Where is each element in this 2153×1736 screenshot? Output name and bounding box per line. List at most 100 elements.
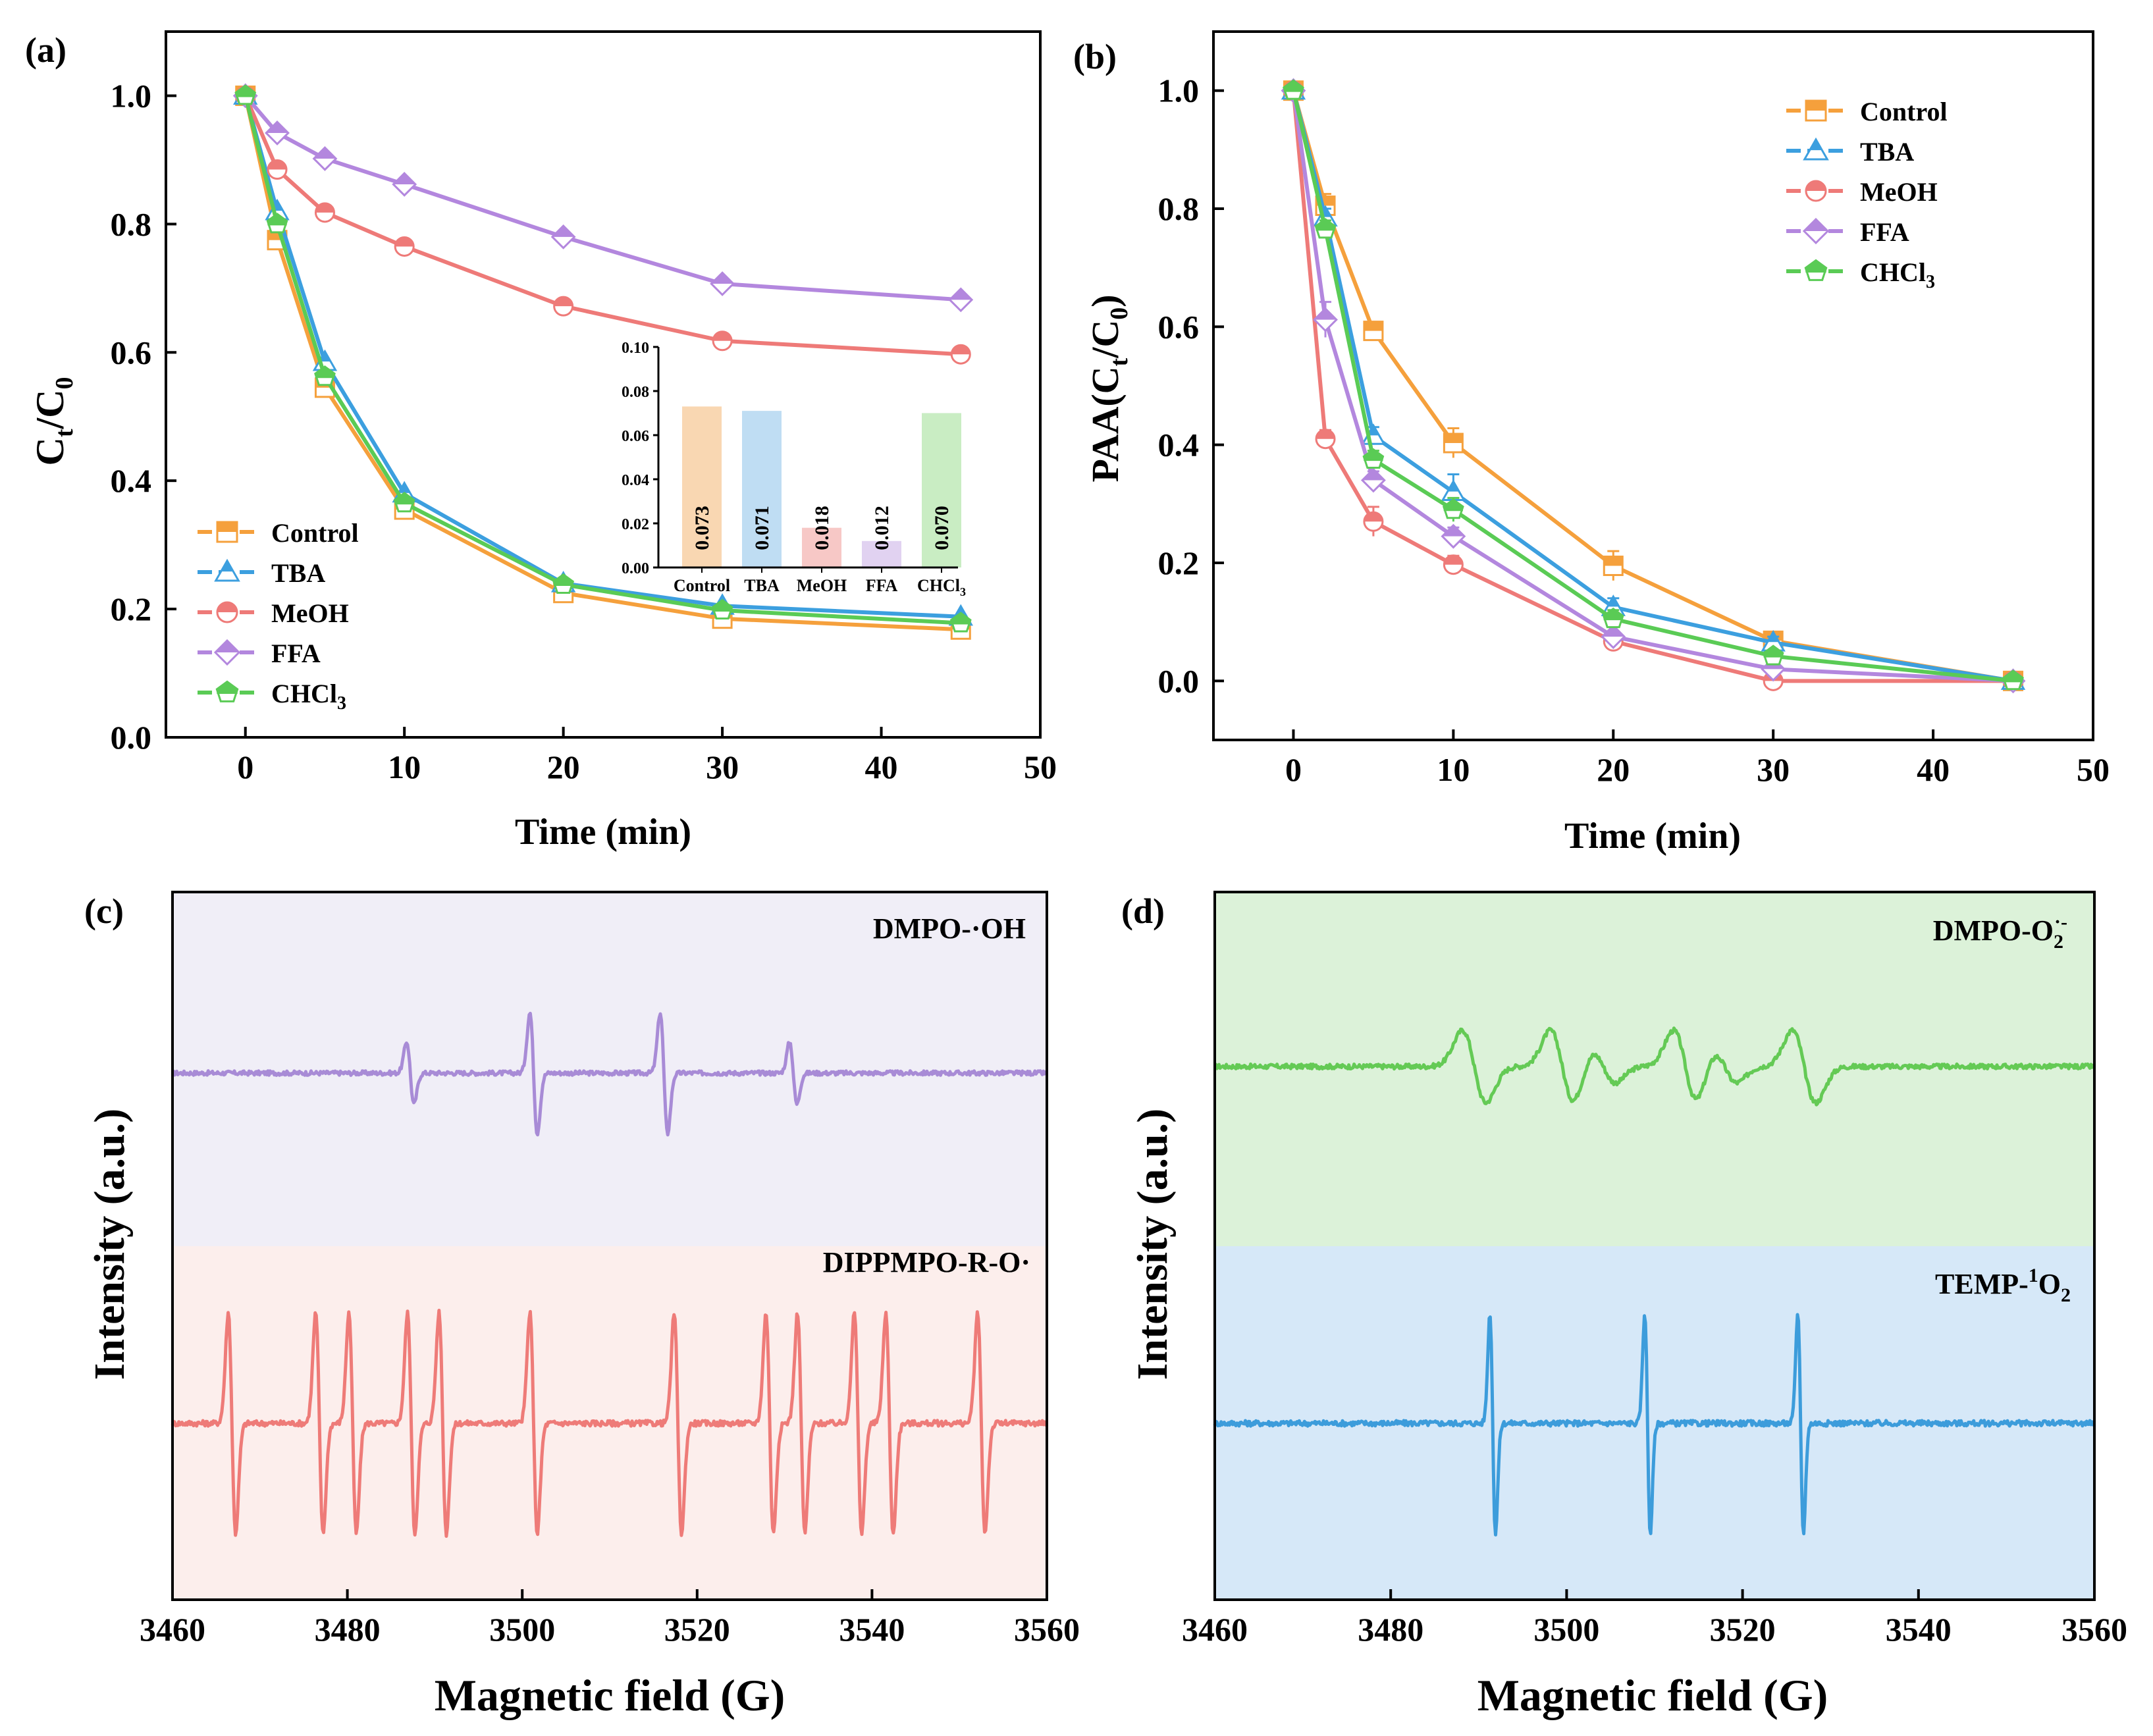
y-tick-label: 0.2	[111, 591, 152, 627]
plot-area-b	[1281, 78, 2026, 694]
y-tick-label: 1.0	[111, 77, 152, 114]
inset-value-label-CHCl3: 0.070	[931, 506, 953, 550]
data-point-MeOH-5	[1363, 511, 1384, 532]
x-tick-label: 3460	[1182, 1611, 1248, 1648]
panel-label-b: (b)	[1073, 37, 1117, 76]
inset-category-label-CHCl3: CHCl3	[917, 576, 966, 598]
data-point-MeOH-5	[314, 202, 335, 223]
y-ticks-a: 0.0 0.2 0.4 0.6 0.8 1.0	[111, 77, 176, 756]
x-tick-label: 3480	[315, 1611, 381, 1648]
axes-frame-d	[1213, 891, 2096, 1601]
x-tick-label: 3560	[2061, 1611, 2127, 1648]
data-point-CHCl3-2	[266, 213, 288, 234]
data-point-CHCl3-10	[1442, 498, 1464, 519]
legend-marker-CHCl3	[215, 680, 239, 702]
x-tick-label: 0	[237, 749, 253, 785]
y-tick-label: 0.2	[1158, 544, 1200, 581]
legend-marker-Control	[216, 521, 238, 543]
legend-b: Control TBA MeOH FFA CHCl3	[1786, 97, 1948, 292]
inset-bar-CHCl3	[922, 413, 961, 567]
inset-bar-FFA	[862, 540, 901, 567]
x-tick-label: 30	[1757, 751, 1790, 788]
legend-label-CHCl3: CHCl3	[1860, 257, 1935, 292]
x-tick-label: 3480	[1358, 1611, 1423, 1648]
data-point-CHCl3-45	[2002, 670, 2024, 691]
legend-marker-MeOH	[1805, 180, 1827, 202]
series-label-temp-o2: TEMP-1O2	[1935, 1265, 2071, 1306]
data-point-FFA-5	[1360, 467, 1386, 493]
data-point-FFA-5	[312, 146, 338, 171]
x-ticks-b: 0 10 20 30 40 50	[1285, 729, 2110, 788]
inset-category-label-TBA: TBA	[744, 576, 780, 595]
x-tick-label: 50	[2077, 751, 2110, 788]
y-tick-label: 0.0	[111, 719, 152, 756]
data-point-FFA-20	[550, 224, 576, 250]
legend-marker-CHCl3	[1804, 259, 1828, 281]
y-tick-label: 0.4	[1158, 427, 1200, 463]
data-point-MeOH-45	[950, 344, 971, 365]
legend-label-Control: Control	[1860, 97, 1948, 126]
spectrum-DMPO-O2·-	[1214, 1026, 2096, 1107]
spectrum-TEMP-1O2	[1213, 1313, 2096, 1537]
x-tick-label: 20	[547, 749, 580, 785]
plot-area-d	[1213, 1026, 2096, 1537]
legend-label-MeOH: MeOH	[1860, 177, 1938, 207]
data-point-FFA-30	[710, 271, 735, 296]
series-label-dmpo-o2: DMPO-O2·-	[1933, 911, 2067, 953]
x-tick-label: 10	[388, 749, 421, 785]
panel-b: (b) 0 10 20 30 40 50 0.0 0.2 0.4 0.6 0.8 1.0 Time …	[1073, 30, 2110, 856]
y-tick-label: 0.4	[111, 462, 152, 499]
axes-frame-b	[1212, 30, 2094, 741]
x-axis-label-d: Magnetic field (G)	[1477, 1670, 1828, 1720]
data-point-MeOH-10	[394, 236, 415, 257]
data-point-FFA-20	[1601, 624, 1626, 650]
y-axis-label-a: Ct/C0	[28, 377, 78, 466]
inset-category-label-FFA: FFA	[866, 576, 898, 595]
data-point-FFA-10	[1441, 523, 1466, 549]
series-label-dippmpo: DIPPMPO-R-O·	[823, 1246, 1030, 1278]
x-tick-label: 3560	[1014, 1611, 1080, 1648]
legend-label-TBA: TBA	[1860, 137, 1914, 167]
inset-y-tick-label: 0.08	[622, 384, 649, 401]
band-dmpo-oh	[173, 892, 1047, 1246]
data-point-Control-5	[1363, 321, 1384, 342]
y-tick-label: 0.8	[111, 205, 152, 242]
axes-frame-c	[171, 891, 1048, 1601]
data-point-CHCl3-5	[314, 365, 336, 386]
plot-area-c	[171, 1011, 1048, 1538]
data-point-CHCl3-0	[1283, 79, 1304, 100]
legend-marker-TBA	[1803, 137, 1829, 161]
inset-y-tick-label: 0.06	[622, 428, 649, 445]
x-tick-label: 50	[1024, 749, 1057, 785]
panel-c: (c) DMPO-·OH DIPPMPO-R-O· 3460 3480 3500 35…	[84, 891, 1080, 1720]
y-tick-label: 0.6	[1158, 308, 1200, 345]
data-point-CHCl3-10	[393, 492, 415, 513]
x-tick-label: 20	[1597, 751, 1630, 788]
y-axis-label-c: Intensity (a.u.)	[86, 1109, 134, 1381]
y-tick-label: 0.0	[1158, 662, 1200, 699]
x-axis-label-b: Time (min)	[1564, 816, 1741, 856]
legend-a: Control TBA MeOH FFA CHCl3	[198, 518, 359, 714]
inset-y-tick-label: 0.10	[622, 340, 649, 357]
data-point-MeOH-2	[1315, 429, 1336, 450]
data-point-MeOH-10	[1443, 554, 1464, 575]
data-point-CHCl3-20	[552, 573, 575, 594]
data-point-FFA-2	[265, 120, 290, 145]
x-tick-label: 10	[1437, 751, 1470, 788]
series-line-FFA	[244, 94, 961, 302]
inset-value-label-MeOH: 0.018	[811, 506, 833, 550]
data-point-FFA-10	[392, 172, 417, 197]
x-tick-label: 3540	[839, 1611, 905, 1648]
y-tick-label: 0.6	[111, 334, 152, 371]
legend-label-MeOH: MeOH	[271, 598, 349, 628]
legend-label-Control: Control	[271, 518, 359, 548]
panel-label-a: (a)	[25, 30, 66, 70]
panel-a: (a) 0 10 20 30 40 50 0.0 0.2 0.4 0.6 0.8 1.0 Time …	[25, 30, 1057, 853]
series-line-Control	[243, 95, 961, 632]
legend-label-FFA: FFA	[1860, 217, 1909, 247]
inset-value-label-TBA: 0.071	[751, 506, 773, 550]
x-tick-label: 3460	[140, 1611, 205, 1648]
inset-y-tick-label: 0.02	[622, 516, 649, 533]
x-tick-label: 40	[865, 749, 898, 785]
x-ticks-c: 3460 3480 3500 3520 3540 3560	[140, 1589, 1080, 1648]
